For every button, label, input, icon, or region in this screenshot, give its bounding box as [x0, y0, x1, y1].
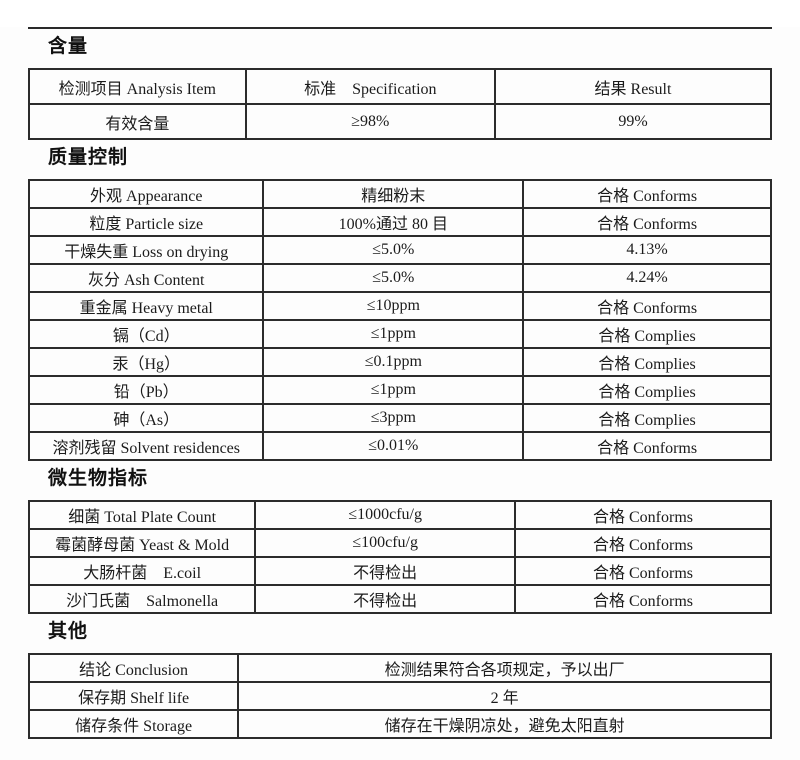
document-sections: 含量检测项目 Analysis Item 标准 Specification 结果 R…	[27, 34, 773, 739]
table-row: 重金属 Heavy metal ≤10ppm 合格 Conforms	[27, 291, 772, 321]
table-row: 溶剂残留 Solvent residences ≤0.01% 合格 Conforms	[27, 431, 772, 461]
table-cell: 镉（Cd）	[27, 319, 265, 349]
analysis-table: 细菌 Total Plate Count ≤1000cfu/g 合格 Conform…	[27, 500, 773, 614]
table-row: 检测项目 Analysis Item 标准 Specification 结果 Res…	[28, 68, 773, 105]
table-cell: 外观 Appearance	[27, 179, 265, 209]
table-row: 霉菌酵母菌 Yeast & Mold ≤100cfu/g 合格 Conforms	[27, 528, 773, 558]
table-cell: 精细粉末	[262, 179, 525, 209]
table-cell: ≤5.0%	[262, 263, 525, 293]
table-cell: 检测结果符合各项规定，予以出厂	[237, 653, 772, 683]
table-cell: ≤3ppm	[262, 403, 525, 433]
table-cell: ≤1ppm	[262, 375, 525, 405]
table-cell: 储存条件 Storage	[27, 709, 240, 739]
section-heading: 其他	[48, 621, 89, 642]
table-cell: 100%通过 80 目	[262, 207, 525, 237]
table-cell: ≤0.01%	[262, 431, 525, 461]
table-cell: 4.13%	[522, 235, 772, 265]
table-row: 灰分 Ash Content ≤5.0% 4.24%	[27, 263, 772, 293]
table-cell: 合格 Conforms	[513, 528, 773, 558]
section-heading: 含量	[48, 36, 89, 57]
table-row: 大肠杆菌 E.coil 不得检出 合格 Conforms	[27, 556, 773, 586]
table-cell: 结果 Result	[493, 68, 773, 105]
table-cell: 合格 Complies	[522, 319, 772, 349]
table-row: 有效含量 ≥98% 99%	[28, 103, 773, 140]
coa-document-page: 含量检测项目 Analysis Item 标准 Specification 结果 R…	[0, 27, 800, 760]
table-cell: 大肠杆菌 E.coil	[27, 556, 257, 586]
table-cell: ≤1ppm	[262, 319, 525, 349]
analysis-table: 结论 Conclusion 检测结果符合各项规定，予以出厂 保存期 Shelf li…	[27, 653, 772, 739]
table-cell: 沙门氏菌 Salmonella	[27, 584, 257, 614]
table-cell: 2 年	[237, 681, 772, 711]
table-cell: 合格 Conforms	[522, 431, 772, 461]
table-cell: 灰分 Ash Content	[27, 263, 265, 293]
table-cell: 合格 Conforms	[522, 291, 772, 321]
section-heading: 微生物指标	[48, 468, 149, 489]
table-row: 铅（Pb） ≤1ppm 合格 Complies	[27, 375, 772, 405]
table-cell: 99%	[493, 103, 773, 140]
table-row: 结论 Conclusion 检测结果符合各项规定，予以出厂	[27, 653, 772, 683]
section-heading: 质量控制	[48, 147, 129, 168]
table-row: 储存条件 Storage 储存在干燥阴凉处，避免太阳直射	[27, 709, 772, 739]
top-horizontal-rule	[28, 27, 772, 29]
table-cell: 结论 Conclusion	[27, 653, 240, 683]
table-cell: ≤1000cfu/g	[254, 500, 516, 530]
table-cell: 溶剂残留 Solvent residences	[27, 431, 265, 461]
table-cell: 不得检出	[254, 556, 516, 586]
analysis-table: 检测项目 Analysis Item 标准 Specification 结果 Res…	[28, 68, 773, 140]
table-cell: ≤5.0%	[262, 235, 525, 265]
table-row: 汞（Hg） ≤0.1ppm 合格 Complies	[27, 347, 772, 377]
table-cell: 重金属 Heavy metal	[27, 291, 265, 321]
table-cell: 不得检出	[254, 584, 516, 614]
table-row: 干燥失重 Loss on drying ≤5.0% 4.13%	[27, 235, 772, 265]
table-cell: 合格 Conforms	[513, 556, 773, 586]
table-cell: 汞（Hg）	[27, 347, 265, 377]
table-cell: 砷（As）	[27, 403, 265, 433]
table-cell: 干燥失重 Loss on drying	[27, 235, 265, 265]
table-cell: 保存期 Shelf life	[27, 681, 240, 711]
table-cell: 粒度 Particle size	[27, 207, 265, 237]
table-cell: 细菌 Total Plate Count	[27, 500, 257, 530]
table-cell: ≤100cfu/g	[254, 528, 516, 558]
table-cell: 合格 Complies	[522, 403, 772, 433]
table-row: 沙门氏菌 Salmonella 不得检出 合格 Conforms	[27, 584, 773, 614]
table-cell: ≥98%	[244, 103, 496, 140]
table-cell: 合格 Complies	[522, 347, 772, 377]
analysis-table: 外观 Appearance 精细粉末 合格 Conforms 粒度 Particle …	[27, 179, 772, 461]
table-row: 砷（As） ≤3ppm 合格 Complies	[27, 403, 772, 433]
table-cell: 霉菌酵母菌 Yeast & Mold	[27, 528, 257, 558]
table-cell: 合格 Complies	[522, 375, 772, 405]
table-cell: 合格 Conforms	[513, 500, 773, 530]
table-cell: ≤10ppm	[262, 291, 525, 321]
table-row: 保存期 Shelf life 2 年	[27, 681, 772, 711]
table-cell: 标准 Specification	[244, 68, 496, 105]
table-row: 镉（Cd） ≤1ppm 合格 Complies	[27, 319, 772, 349]
table-cell: 铅（Pb）	[27, 375, 265, 405]
table-cell: 有效含量	[28, 103, 247, 140]
table-cell: ≤0.1ppm	[262, 347, 525, 377]
table-cell: 合格 Conforms	[522, 179, 772, 209]
table-cell: 检测项目 Analysis Item	[28, 68, 247, 105]
table-cell: 4.24%	[522, 263, 772, 293]
table-row: 外观 Appearance 精细粉末 合格 Conforms	[27, 179, 772, 209]
table-cell: 储存在干燥阴凉处，避免太阳直射	[237, 709, 772, 739]
table-row: 细菌 Total Plate Count ≤1000cfu/g 合格 Conform…	[27, 500, 773, 530]
table-cell: 合格 Conforms	[522, 207, 772, 237]
table-cell: 合格 Conforms	[513, 584, 773, 614]
table-row: 粒度 Particle size 100%通过 80 目合格 Conforms	[27, 207, 772, 237]
